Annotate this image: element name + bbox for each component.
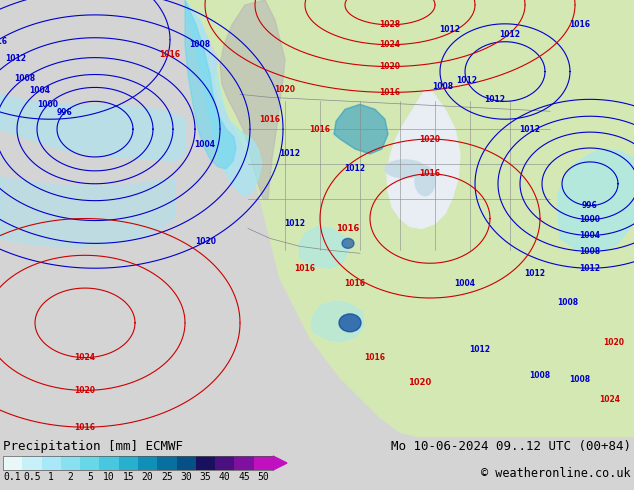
Ellipse shape [385,160,425,178]
Text: 1012: 1012 [5,54,26,63]
Ellipse shape [415,166,435,196]
Polygon shape [185,0,236,169]
Text: 1028: 1028 [379,20,401,29]
Bar [215,456,235,470]
Text: 1016: 1016 [259,115,280,123]
Text: 1016: 1016 [160,50,181,59]
Text: 1012: 1012 [285,219,306,228]
Polygon shape [185,0,634,437]
Text: 1020: 1020 [75,386,96,395]
Text: 5: 5 [87,471,93,482]
Text: 1012: 1012 [470,345,491,354]
Text: 1016: 1016 [344,279,365,288]
Text: 10: 10 [103,471,115,482]
Text: 1016: 1016 [309,124,330,134]
Text: 1008: 1008 [432,82,454,91]
Text: 1004: 1004 [195,140,216,148]
Text: 20: 20 [142,471,153,482]
Text: 1008: 1008 [557,298,579,308]
Text: 1016: 1016 [295,264,316,273]
Text: 1016: 1016 [336,224,359,233]
Text: Precipitation [mm] ECMWF: Precipitation [mm] ECMWF [3,440,183,453]
Polygon shape [220,0,285,198]
Bar [61,456,80,470]
Text: Mo 10-06-2024 09..12 UTC (00+84): Mo 10-06-2024 09..12 UTC (00+84) [391,440,631,453]
Polygon shape [299,226,348,268]
Bar [22,456,42,470]
Text: 1020: 1020 [195,237,216,246]
Text: 1020: 1020 [604,338,624,347]
Text: 996: 996 [582,201,598,210]
Text: 1020: 1020 [380,62,401,71]
Polygon shape [312,301,364,342]
Text: 25: 25 [161,471,173,482]
Text: 1012: 1012 [344,164,365,173]
Text: 1024: 1024 [75,353,96,362]
Text: 35: 35 [200,471,211,482]
Text: 1020: 1020 [275,85,295,94]
Text: 1008: 1008 [579,247,600,256]
Text: 1020: 1020 [420,135,441,144]
Text: 1024: 1024 [600,395,621,404]
Text: 1016: 1016 [75,423,96,432]
Text: 1016: 1016 [569,20,590,29]
Text: 1024: 1024 [380,40,401,49]
Text: 1016: 1016 [0,37,7,46]
Bar [119,456,138,470]
Text: 1012: 1012 [484,95,505,104]
Polygon shape [558,149,634,253]
Text: 996: 996 [56,108,72,117]
Text: 1016: 1016 [420,170,441,178]
Text: 1004: 1004 [455,279,476,288]
Text: 1: 1 [48,471,54,482]
Text: 1004: 1004 [579,231,600,240]
Polygon shape [185,0,262,196]
Text: 1012: 1012 [500,30,521,39]
Text: 1008: 1008 [14,74,35,83]
Polygon shape [0,177,175,246]
Text: 1020: 1020 [408,378,432,387]
Bar [42,456,61,470]
Text: 1012: 1012 [519,124,541,134]
Bar [3,456,273,470]
Bar [196,456,215,470]
Text: 50: 50 [257,471,269,482]
Text: 45: 45 [238,471,250,482]
Polygon shape [387,89,460,228]
Bar [235,456,254,470]
Text: 1016: 1016 [380,88,401,97]
Ellipse shape [339,314,361,332]
Text: 1000: 1000 [579,215,600,224]
Text: 1004: 1004 [29,86,50,95]
Bar [157,456,177,470]
Polygon shape [0,95,185,161]
Bar [3,456,22,470]
Polygon shape [273,456,287,470]
Bar [177,456,196,470]
Bar [138,456,157,470]
Polygon shape [334,104,388,154]
Text: 0.1: 0.1 [4,471,22,482]
Text: © weatheronline.co.uk: © weatheronline.co.uk [481,467,631,480]
Text: 0.5: 0.5 [23,471,41,482]
Ellipse shape [342,239,354,248]
Bar [254,456,273,470]
Text: 1012: 1012 [524,269,545,278]
Text: 1012: 1012 [579,264,600,273]
Text: 40: 40 [219,471,231,482]
Text: 1016: 1016 [365,353,385,362]
Text: 1008: 1008 [529,371,550,380]
Text: 1000: 1000 [37,100,58,109]
Text: 15: 15 [122,471,134,482]
Text: 1012: 1012 [456,76,477,85]
Text: 1008: 1008 [190,40,210,49]
Text: 1012: 1012 [280,149,301,158]
Text: 1008: 1008 [569,375,590,384]
Text: 2: 2 [68,471,74,482]
Bar [80,456,100,470]
Bar [100,456,119,470]
Text: 1012: 1012 [439,25,460,34]
Text: 30: 30 [180,471,192,482]
